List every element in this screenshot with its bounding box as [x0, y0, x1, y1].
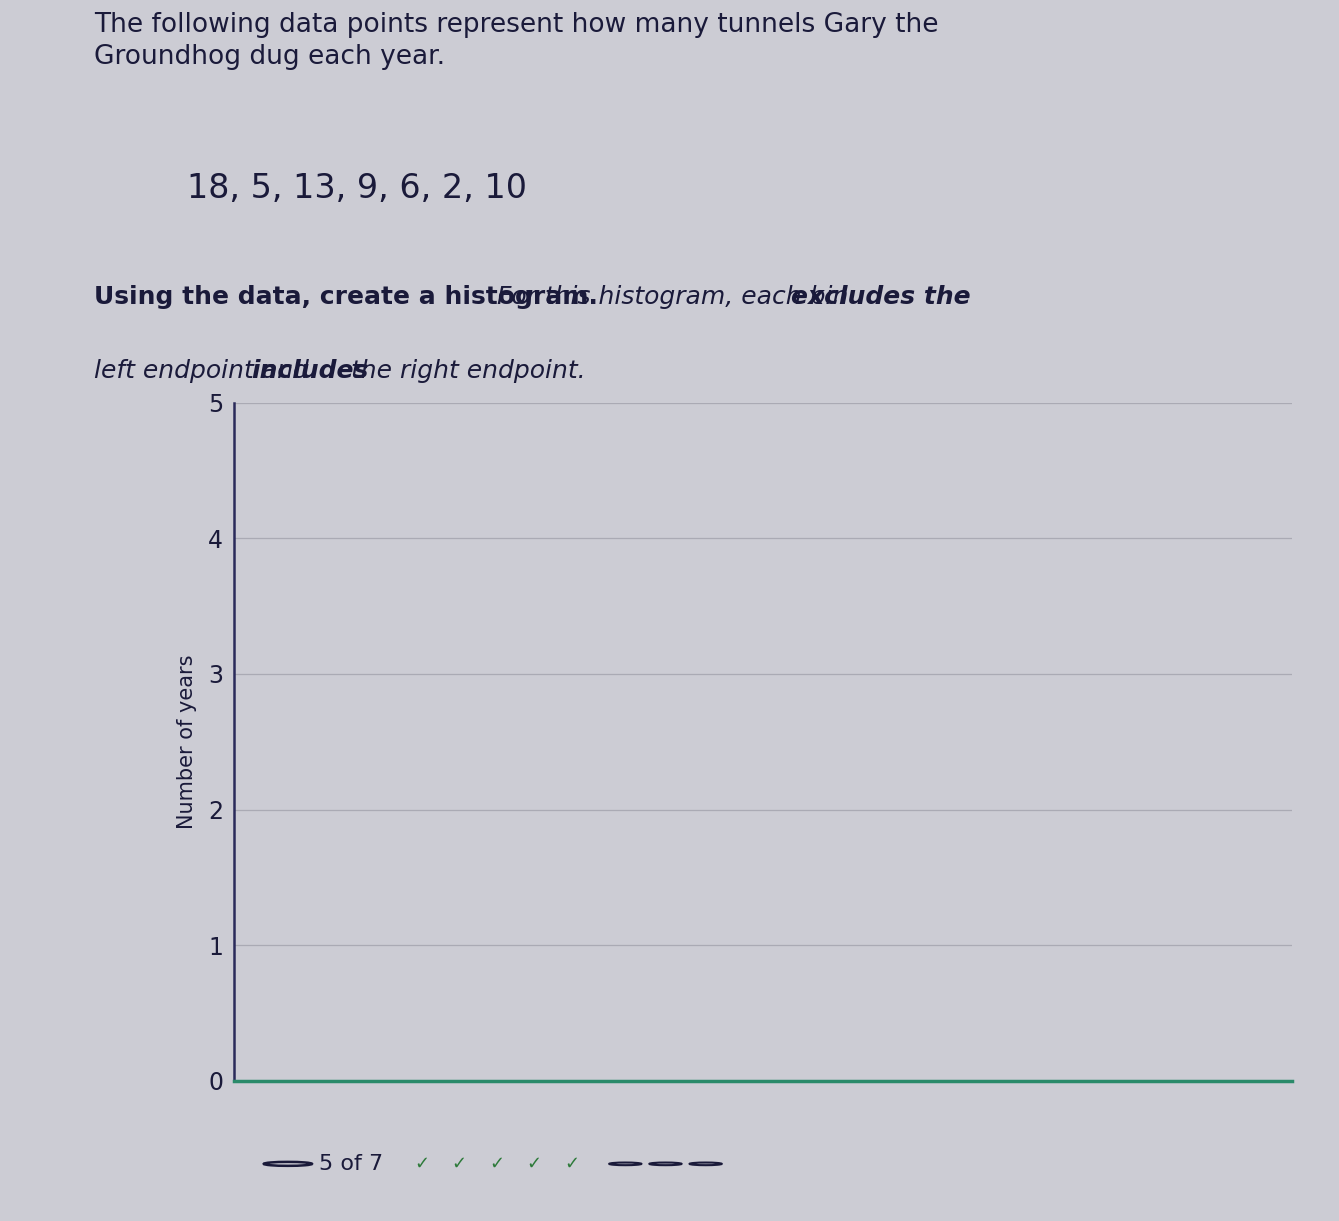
Text: includes: includes — [252, 359, 370, 383]
Text: 18, 5, 13, 9, 6, 2, 10: 18, 5, 13, 9, 6, 2, 10 — [187, 172, 528, 205]
Text: ✓: ✓ — [526, 1155, 542, 1173]
Y-axis label: Number of years: Number of years — [177, 654, 197, 829]
Text: excludes the: excludes the — [791, 286, 971, 309]
Text: 5 of 7: 5 of 7 — [319, 1154, 383, 1173]
Text: ✓: ✓ — [564, 1155, 580, 1173]
Text: ✓: ✓ — [451, 1155, 467, 1173]
Text: ✓: ✓ — [489, 1155, 505, 1173]
Text: the right endpoint.: the right endpoint. — [343, 359, 585, 383]
Text: For this histogram, each bin: For this histogram, each bin — [489, 286, 856, 309]
Text: Using the data, create a histogram.: Using the data, create a histogram. — [94, 286, 597, 309]
Text: ✓: ✓ — [414, 1155, 430, 1173]
Text: The following data points represent how many tunnels Gary the
Groundhog dug each: The following data points represent how … — [94, 12, 939, 70]
Text: left endpoint and: left endpoint and — [94, 359, 316, 383]
